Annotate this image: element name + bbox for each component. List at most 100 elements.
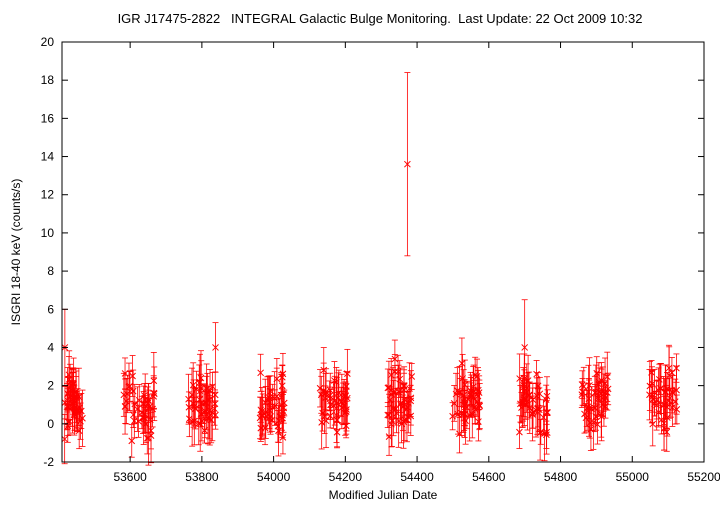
data-point — [543, 409, 551, 455]
data-point — [340, 387, 348, 425]
data-point — [394, 354, 402, 389]
data-point — [536, 405, 544, 461]
data-point — [140, 390, 147, 445]
data-point — [456, 414, 463, 454]
data-point — [319, 394, 326, 432]
data-point — [128, 424, 136, 458]
data-point — [393, 393, 400, 434]
data-point — [594, 371, 601, 423]
data-point — [587, 407, 595, 451]
data-point — [651, 369, 658, 417]
data-point — [404, 72, 411, 257]
data-point — [131, 383, 139, 424]
data-point — [316, 369, 324, 408]
data-point — [464, 380, 472, 418]
data-point — [64, 377, 72, 411]
x-tick-label: 54400 — [400, 470, 434, 484]
chart-title: IGR J17475-2822 INTEGRAL Galactic Bulge … — [117, 11, 643, 26]
data-point — [211, 389, 219, 418]
data-point — [584, 382, 592, 431]
data-point — [660, 405, 668, 451]
plot-frame — [61, 41, 705, 463]
data-point — [258, 390, 265, 440]
data-point — [450, 385, 458, 422]
data-point — [590, 395, 597, 450]
y-tick-label: 0 — [47, 417, 54, 431]
data-point — [150, 377, 158, 409]
data-point — [204, 392, 212, 445]
data-point — [673, 353, 680, 383]
data-point — [326, 380, 333, 412]
data-point — [543, 376, 551, 417]
data-point — [121, 378, 129, 435]
data-point — [592, 402, 600, 431]
data-point — [203, 363, 210, 415]
data-marks — [61, 72, 681, 466]
data-point — [521, 299, 529, 396]
data-point — [533, 360, 540, 389]
data-point — [595, 362, 603, 402]
data-point — [61, 413, 69, 465]
data-point — [129, 355, 136, 397]
y-tick-label: 18 — [41, 73, 55, 87]
data-point — [660, 376, 667, 435]
data-point — [397, 367, 404, 413]
x-tick-label: 54600 — [472, 470, 506, 484]
data-point — [197, 350, 205, 406]
data-point — [399, 382, 407, 432]
data-point — [212, 322, 219, 373]
data-point — [275, 405, 282, 457]
data-point — [134, 386, 141, 432]
data-point — [273, 367, 281, 426]
data-point — [198, 400, 206, 442]
data-point — [400, 366, 408, 405]
data-point — [602, 394, 609, 419]
y-tick-label: -2 — [43, 455, 54, 469]
data-point — [120, 372, 128, 417]
data-point — [65, 356, 73, 394]
data-point — [388, 394, 396, 447]
y-tick-label: 12 — [41, 188, 55, 202]
data-point — [70, 391, 78, 436]
data-point — [278, 365, 286, 390]
x-tick-label: 53600 — [113, 470, 147, 484]
data-point — [540, 399, 547, 436]
x-tick-label: 54800 — [544, 470, 578, 484]
data-point — [279, 392, 286, 438]
data-point — [456, 366, 463, 418]
data-point — [277, 373, 285, 417]
data-point — [189, 362, 197, 408]
y-tick-label: 20 — [41, 35, 55, 49]
data-point — [384, 368, 392, 408]
data-point — [145, 410, 152, 466]
data-point — [389, 366, 397, 418]
y-tick-label: 14 — [41, 150, 55, 164]
data-point — [522, 379, 530, 407]
data-point — [322, 385, 329, 411]
data-point — [79, 389, 86, 447]
data-point — [387, 401, 395, 448]
y-axis-label: ISGRI 18-40 keV (counts/s) — [9, 179, 23, 326]
data-point — [578, 381, 586, 408]
data-point — [526, 381, 534, 434]
data-point — [517, 385, 524, 423]
x-tick-label: 53800 — [185, 470, 219, 484]
x-tick-label: 54000 — [257, 470, 291, 484]
data-point — [191, 387, 198, 426]
data-point — [449, 402, 456, 431]
x-tick-label: 54200 — [329, 470, 363, 484]
data-point — [649, 385, 657, 413]
data-point — [473, 358, 481, 395]
data-point — [529, 395, 537, 429]
y-tick-label: 4 — [47, 340, 54, 354]
y-tick-label: 6 — [47, 302, 54, 316]
data-point — [516, 415, 523, 449]
x-tick-label: 55000 — [616, 470, 650, 484]
data-point — [405, 390, 412, 416]
data-point — [655, 363, 663, 396]
data-point — [597, 390, 605, 438]
x-tick-label: 55200 — [687, 470, 720, 484]
data-point — [406, 362, 413, 415]
